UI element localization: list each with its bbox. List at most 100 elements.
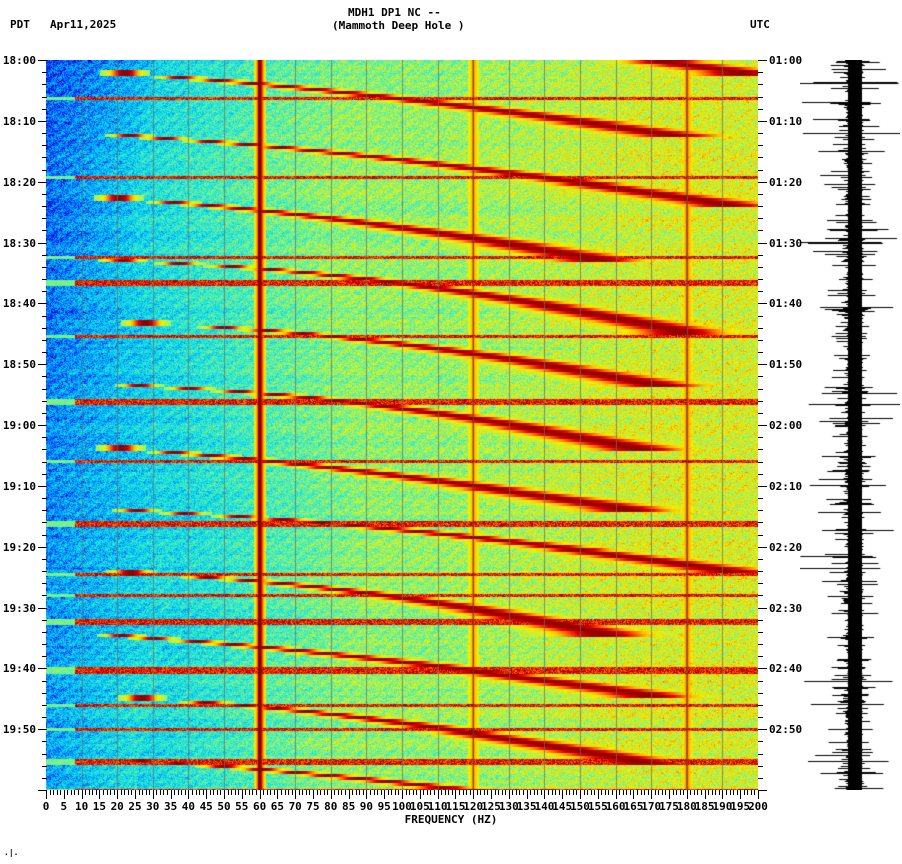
tick-major — [704, 790, 706, 799]
seismic-trace-panel — [800, 60, 900, 790]
frequency-label: 0 — [42, 800, 50, 813]
tick-minor — [758, 206, 763, 207]
tick-major — [758, 242, 767, 244]
frequency-label: 10 — [74, 800, 89, 813]
tick-minor — [74, 790, 76, 795]
tick-minor — [245, 790, 247, 795]
tick-minor — [758, 96, 763, 98]
time-label-pdt: 18:10 — [2, 114, 36, 128]
tick-minor — [405, 790, 407, 795]
tick-minor — [626, 790, 628, 795]
tick-minor — [451, 790, 453, 795]
tick-major — [758, 546, 767, 548]
time-label-pdt: 19:40 — [2, 662, 36, 676]
tick-minor — [60, 790, 62, 795]
tick-minor — [758, 230, 763, 232]
tick-major — [758, 364, 767, 366]
tick-major — [758, 60, 767, 61]
tick-major — [758, 607, 767, 609]
tick-minor — [377, 790, 379, 795]
tick-major — [241, 790, 243, 799]
tick-minor — [758, 291, 763, 293]
tick-minor — [441, 790, 443, 795]
tick-major — [135, 790, 136, 799]
tick-minor — [512, 790, 514, 795]
tick-minor — [430, 790, 432, 795]
tick-minor — [758, 510, 763, 512]
tick-minor — [572, 790, 574, 795]
spectrogram-plot[interactable] — [46, 60, 758, 790]
tick-minor — [127, 790, 129, 795]
tick-minor — [327, 790, 329, 795]
tick-minor — [569, 790, 571, 795]
tick-minor — [718, 790, 720, 795]
frequency-label: 25 — [128, 800, 142, 813]
tick-minor — [181, 790, 183, 795]
tick-minor — [758, 388, 763, 390]
tick-minor — [248, 790, 250, 795]
seismic-trace-canvas — [800, 60, 900, 790]
frequency-axis-title: FREQUENCY (HZ) — [404, 813, 498, 826]
tick-major — [758, 120, 767, 122]
tick-minor — [729, 790, 731, 795]
tick-minor — [362, 790, 364, 795]
page-subtitle: (Mammoth Deep Hole ) — [332, 19, 465, 32]
tick-minor — [505, 790, 507, 795]
page-title: MDH1 DP1 NC -- — [348, 6, 441, 19]
tick-minor — [234, 790, 236, 795]
tick-minor — [629, 790, 631, 795]
tick-minor — [758, 619, 763, 621]
tick-minor — [110, 790, 112, 795]
tick-minor — [551, 790, 553, 795]
tick-minor — [273, 790, 275, 795]
frequency-label: 85 — [341, 800, 356, 813]
tick-major — [188, 790, 190, 799]
tick-minor — [733, 790, 735, 795]
tick-minor — [690, 790, 692, 795]
tick-major — [740, 790, 742, 799]
tick-minor — [95, 790, 97, 795]
frequency-label: 45 — [199, 800, 213, 813]
tick-minor — [758, 777, 763, 779]
tick-minor — [758, 315, 763, 317]
tick-major — [491, 790, 492, 799]
tick-major — [758, 668, 767, 670]
tick-minor — [216, 790, 218, 795]
tick-minor — [665, 790, 667, 795]
tick-minor — [711, 790, 713, 795]
tick-minor — [448, 790, 450, 795]
tick-minor — [758, 473, 763, 475]
tick-minor — [647, 790, 649, 795]
frequency-label: 170 — [641, 800, 662, 813]
tick-minor — [487, 790, 489, 795]
spectrogram-canvas — [46, 60, 758, 790]
time-label-utc: 01:20 — [769, 175, 803, 189]
tick-minor — [49, 790, 51, 795]
frequency-label: 175 — [659, 800, 679, 813]
frequency-label: 55 — [235, 800, 249, 813]
tick-minor — [498, 790, 500, 795]
tick-minor — [743, 790, 745, 795]
tick-minor — [309, 790, 311, 795]
frequency-label: 185 — [694, 800, 715, 813]
tick-minor — [758, 644, 763, 645]
tick-minor — [758, 631, 763, 633]
tick-minor — [391, 790, 393, 795]
frequency-label: 160 — [605, 800, 626, 813]
time-label-utc: 02:50 — [769, 723, 803, 737]
tick-minor — [758, 583, 763, 585]
tick-minor — [355, 790, 357, 795]
tick-major — [46, 790, 47, 799]
frequency-label: 125 — [481, 800, 501, 813]
frequency-label: 75 — [306, 800, 320, 813]
time-label-utc: 01:00 — [769, 54, 803, 67]
tick-minor — [725, 790, 727, 795]
tick-minor — [483, 790, 485, 795]
tick-minor — [138, 790, 140, 795]
tick-minor — [88, 790, 90, 795]
frequency-label: 135 — [516, 800, 537, 813]
tick-minor — [469, 790, 471, 795]
tick-major — [437, 790, 439, 799]
tick-minor — [758, 704, 763, 706]
tick-minor — [434, 790, 436, 795]
